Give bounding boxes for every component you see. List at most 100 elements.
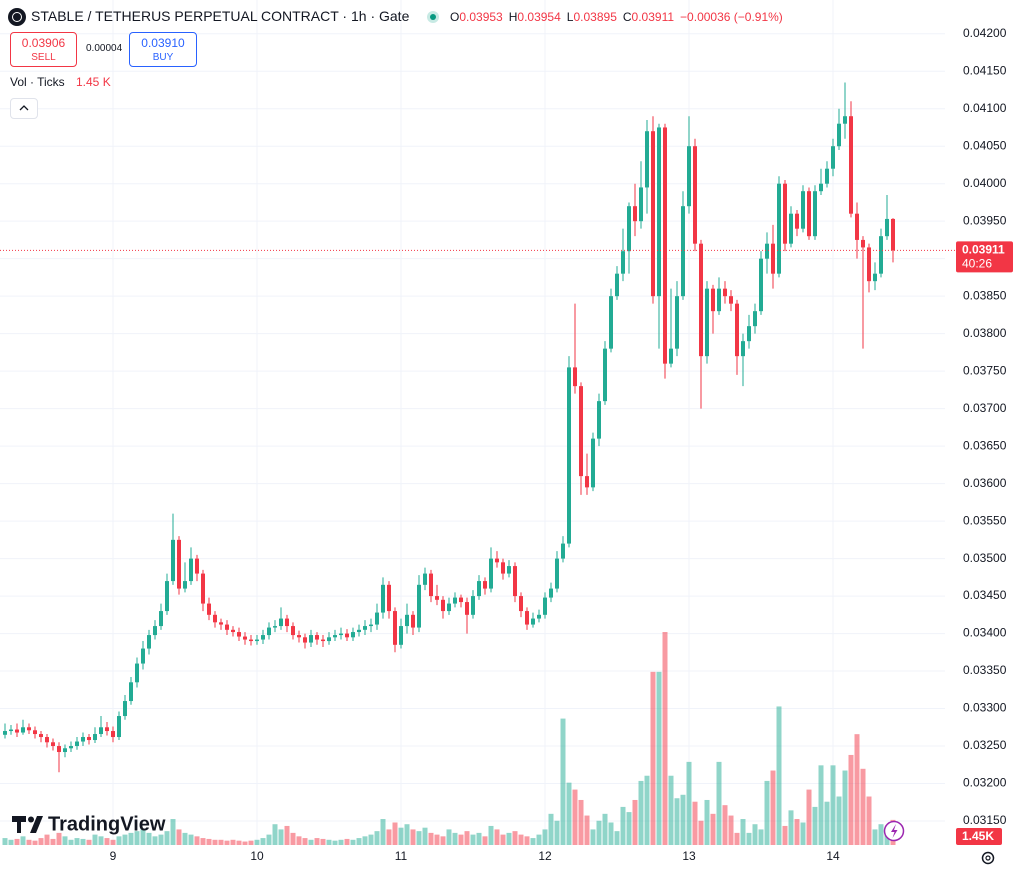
volume-bar <box>332 840 338 845</box>
buy-price: 0.03910 <box>141 36 185 50</box>
volume-bar <box>362 836 368 845</box>
candle-body <box>51 742 55 747</box>
collapse-button[interactable] <box>10 98 38 119</box>
candle-body <box>591 438 595 488</box>
price-tag <box>956 241 1013 273</box>
candle-body <box>825 168 829 184</box>
candle-body <box>525 611 529 625</box>
y-tick-label: 0.04200 <box>963 26 1007 40</box>
volume-bar <box>854 734 860 845</box>
readout-change: −0.00036 (−0.91%) <box>680 10 783 24</box>
volume-bar <box>590 829 596 845</box>
volume-bar <box>650 671 656 845</box>
candle-body <box>399 626 403 645</box>
volume-bar <box>134 831 140 845</box>
sell-price: 0.03906 <box>21 36 66 50</box>
candle-body <box>99 727 103 735</box>
volume-bar <box>764 780 770 845</box>
volume-bar <box>674 798 680 845</box>
volume-bar <box>446 829 452 845</box>
volume-indicator-title[interactable]: Vol · Ticks <box>10 75 65 89</box>
volume-bar <box>638 780 644 845</box>
volume-bar <box>728 815 734 845</box>
x-tick-label: 13 <box>682 849 696 863</box>
volume-bar <box>470 834 476 845</box>
volume-bar <box>68 839 74 845</box>
volume-bar <box>614 831 620 845</box>
candle-body <box>423 573 427 585</box>
volume-bar <box>560 718 566 845</box>
spread: 0.00004 <box>86 43 123 54</box>
candle-body <box>375 612 379 625</box>
candle-body <box>621 251 625 274</box>
readout-key: C <box>622 10 632 24</box>
candle-body <box>201 573 205 604</box>
volume-bar <box>818 765 824 845</box>
volume-bar <box>248 840 254 845</box>
candle-body <box>87 737 91 741</box>
symbol-title[interactable]: STABLE / TETHERUS PERPETUAL CONTRACT · 1… <box>31 8 410 24</box>
volume-bar <box>800 822 806 845</box>
candle-body <box>489 558 493 589</box>
volume-bar <box>812 806 818 845</box>
candle-body <box>765 243 769 259</box>
candle-body <box>15 729 19 733</box>
candle-body <box>483 581 487 589</box>
volume-bar <box>224 840 230 845</box>
candle-body <box>195 558 199 574</box>
volume-bar <box>242 841 248 845</box>
volume-bar <box>290 832 296 845</box>
volume-bar <box>230 839 236 845</box>
symbol-logo <box>8 8 26 26</box>
buy-button[interactable]: 0.03910 BUY <box>129 32 197 67</box>
candle-body <box>795 213 799 229</box>
y-tick-label: 0.03500 <box>963 551 1007 565</box>
settings-button[interactable] <box>981 851 995 865</box>
candle-body <box>579 386 583 477</box>
readout-value: 0.03954 <box>517 10 561 24</box>
candle-body <box>261 635 265 640</box>
candle-body <box>597 401 601 439</box>
y-tick-label: 0.03250 <box>963 738 1007 752</box>
candle-body <box>837 123 841 147</box>
candle-body <box>669 348 673 364</box>
logo-icon <box>12 816 43 833</box>
candle-body <box>93 734 97 741</box>
volume-bar <box>302 838 308 845</box>
candle-body <box>21 727 25 733</box>
candle-body <box>537 614 541 619</box>
candle-body <box>561 543 565 559</box>
candle-body <box>75 741 79 747</box>
volume-bar <box>8 839 14 845</box>
volume-bar <box>722 805 728 845</box>
y-tick-label: 0.04100 <box>963 101 1007 115</box>
volume-bar <box>476 832 482 845</box>
volume-bar <box>398 827 404 845</box>
volume-bar <box>710 813 716 845</box>
candle-body <box>651 131 655 297</box>
candle-body <box>663 127 667 364</box>
y-tick-label: 0.03950 <box>963 213 1007 227</box>
volume-bar <box>668 775 674 845</box>
candle-body <box>105 727 109 732</box>
sell-button[interactable]: 0.03906 SELL <box>10 32 77 67</box>
readout-key: L <box>566 10 574 24</box>
volume-bar <box>122 834 128 845</box>
volume-bar <box>56 832 62 845</box>
candle-body <box>603 348 607 402</box>
candle-body <box>393 611 397 645</box>
volume-bar <box>740 819 746 845</box>
candle-body <box>159 611 163 627</box>
price-tag-label: 0.03911 <box>962 243 1005 257</box>
candle-body <box>459 597 463 603</box>
volume-bar <box>704 799 710 845</box>
lightning-button[interactable] <box>883 820 905 842</box>
candle-body <box>639 187 643 222</box>
candle-body <box>531 618 535 625</box>
y-tick-label: 0.03150 <box>963 813 1007 827</box>
x-tick-label: 11 <box>395 849 408 863</box>
volume-bar <box>392 822 398 845</box>
y-tick-label: 0.03600 <box>963 476 1007 490</box>
volume-bar <box>584 815 590 845</box>
